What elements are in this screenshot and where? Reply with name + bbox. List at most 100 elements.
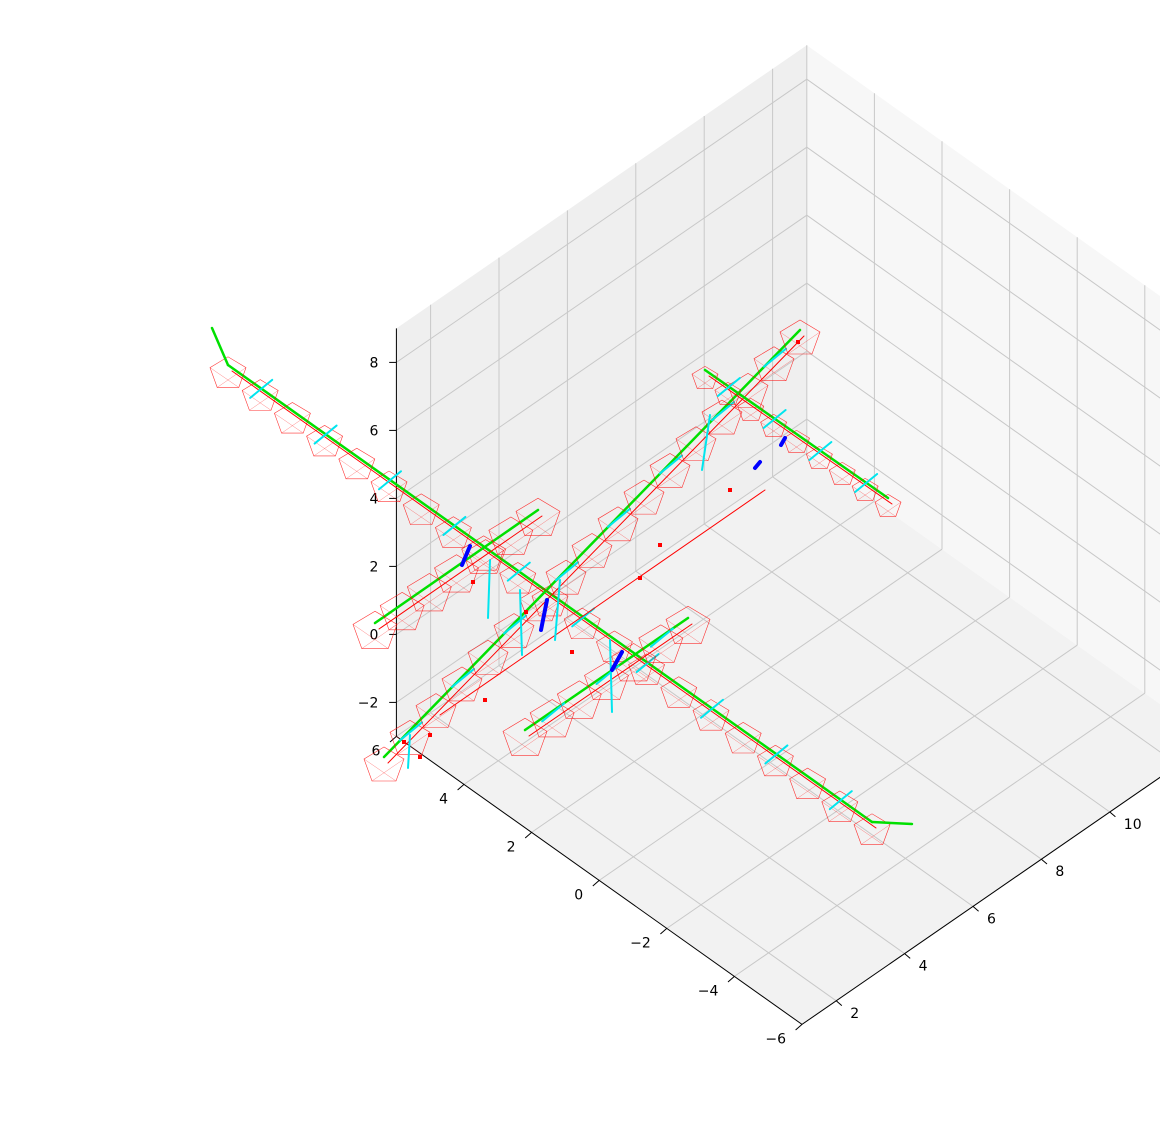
node-frame bbox=[874, 493, 902, 517]
node-frame-brace bbox=[274, 413, 304, 434]
node-frame-brace bbox=[764, 755, 794, 777]
node-frame-brace bbox=[811, 453, 833, 469]
beam-segment bbox=[210, 326, 230, 367]
node-frame-brace bbox=[380, 605, 416, 630]
grid-line bbox=[734, 692, 1146, 977]
structure-model bbox=[209, 319, 914, 845]
node-frame bbox=[274, 402, 311, 434]
node-frame-brace bbox=[665, 619, 702, 644]
y-tick-label: 4 bbox=[439, 791, 448, 807]
grid-line bbox=[396, 282, 808, 567]
hinge-marker bbox=[753, 460, 762, 470]
node-frame-brace bbox=[692, 710, 722, 731]
node-frame-brace bbox=[853, 824, 883, 845]
node-frame-brace bbox=[403, 504, 433, 525]
node-frame-brace bbox=[306, 435, 336, 457]
y-tick-label: −2 bbox=[630, 935, 651, 951]
node-frame bbox=[760, 413, 787, 437]
node-frame-brace bbox=[467, 550, 497, 571]
load-arrow bbox=[607, 507, 631, 528]
load-arrow bbox=[407, 734, 411, 769]
node-frame-brace bbox=[506, 573, 536, 594]
node-frame-brace bbox=[880, 501, 902, 517]
node-frame bbox=[306, 425, 343, 457]
node-frame bbox=[853, 813, 891, 845]
grid-line bbox=[396, 452, 808, 737]
node-frame bbox=[435, 516, 472, 548]
node-frame bbox=[406, 573, 452, 612]
z-tick-label: 2 bbox=[369, 559, 378, 575]
x-tick-label: 6 bbox=[987, 911, 996, 927]
node-frame-brace bbox=[852, 485, 874, 501]
load-arrow bbox=[313, 424, 338, 445]
node-frame bbox=[389, 719, 431, 755]
x-tick-label: 2 bbox=[850, 1006, 859, 1022]
node-frame-brace bbox=[530, 712, 566, 738]
node-frame-brace bbox=[584, 675, 620, 700]
grid-lines bbox=[396, 45, 1160, 1025]
z-tick-label: 0 bbox=[369, 627, 378, 643]
beam-segment bbox=[870, 820, 914, 826]
load-arrow bbox=[649, 627, 674, 648]
node-marker bbox=[524, 610, 528, 614]
node-frame-brace bbox=[397, 732, 431, 755]
hinge-marker bbox=[460, 544, 472, 567]
node-frame bbox=[545, 559, 587, 595]
y-tick-label: 0 bbox=[574, 887, 583, 903]
beam-segment bbox=[523, 616, 690, 732]
node-frame bbox=[611, 643, 657, 682]
node-frame bbox=[571, 533, 613, 568]
node-frame-brace bbox=[501, 625, 535, 648]
node-frame bbox=[338, 447, 376, 480]
node-frame bbox=[691, 365, 719, 389]
node-frame-brace bbox=[313, 435, 343, 457]
node-frame bbox=[519, 586, 561, 622]
axis-lines bbox=[389, 328, 1160, 1031]
node-frame-brace bbox=[697, 373, 719, 389]
node-frame bbox=[828, 461, 856, 485]
node-frame-brace bbox=[281, 413, 311, 434]
node-frame-brace bbox=[757, 755, 787, 777]
node-frame-brace bbox=[524, 511, 561, 536]
node-frame bbox=[441, 666, 483, 702]
y-tick-label: 2 bbox=[507, 839, 516, 855]
node-frame-brace bbox=[861, 824, 891, 845]
node-frame bbox=[783, 429, 810, 453]
load-arrow bbox=[487, 559, 491, 619]
node-frame bbox=[461, 535, 507, 574]
node-frame-brace bbox=[217, 367, 247, 388]
node-frame-brace bbox=[423, 705, 457, 728]
node-frame-brace bbox=[435, 527, 465, 548]
node-frame-brace bbox=[857, 485, 879, 501]
y-tick-label-mark bbox=[457, 784, 465, 791]
node-frame bbox=[531, 584, 569, 617]
node-frame bbox=[499, 562, 537, 594]
z-tick-label: 8 bbox=[369, 355, 378, 371]
node-frame bbox=[821, 790, 859, 822]
load-arrow bbox=[701, 414, 711, 471]
grid-line bbox=[806, 418, 1160, 671]
node-frame bbox=[649, 453, 691, 488]
node-frame bbox=[556, 680, 602, 719]
node-frame-brace bbox=[410, 504, 440, 525]
x-tick-label: 10 bbox=[1124, 817, 1142, 833]
x-tick-label-mark bbox=[1041, 858, 1048, 865]
node-frame bbox=[596, 630, 633, 662]
grid-line bbox=[598, 596, 1010, 881]
load-arrow bbox=[764, 744, 789, 765]
load-arrow bbox=[700, 698, 724, 719]
node-frame-brace bbox=[441, 678, 475, 702]
chord-line bbox=[387, 335, 805, 764]
node-frame-brace bbox=[701, 411, 735, 435]
node-frame-brace bbox=[564, 618, 594, 639]
node-frame-brace bbox=[249, 390, 279, 411]
node-frame-brace bbox=[631, 491, 665, 515]
node-frame-brace bbox=[502, 731, 539, 756]
chord-line bbox=[439, 489, 766, 716]
node-marker bbox=[658, 543, 662, 547]
node-frame-brace bbox=[363, 758, 397, 782]
node-frame bbox=[352, 610, 398, 649]
load-arrow bbox=[554, 579, 561, 641]
node-frame-brace bbox=[467, 652, 501, 675]
node-frame-brace bbox=[821, 801, 851, 822]
